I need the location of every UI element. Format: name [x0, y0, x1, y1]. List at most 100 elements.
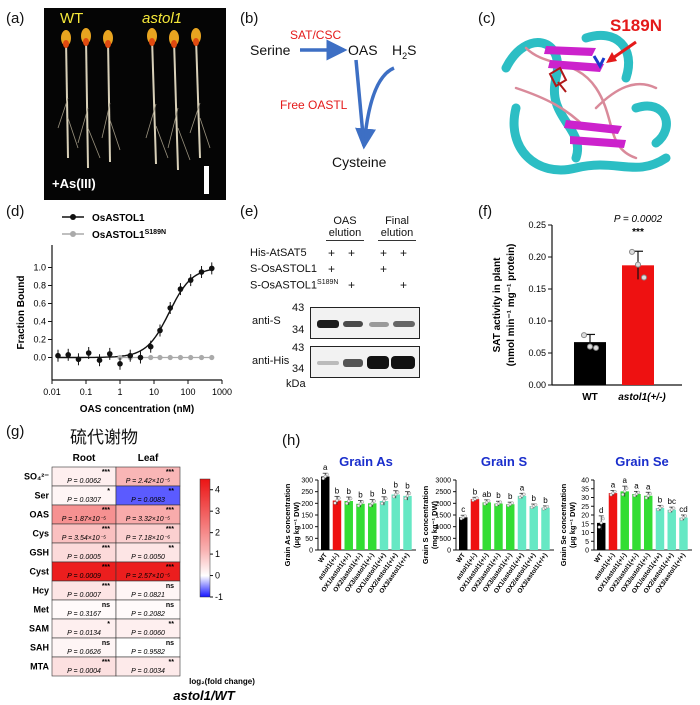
significance-letter: ab [482, 490, 491, 499]
cell-significance: *** [166, 507, 174, 514]
cell-significance: ** [169, 621, 175, 628]
cell-significance: *** [102, 659, 110, 666]
y-tick-label: 0.0 [33, 353, 46, 363]
cell-p-value: P = 0.0007 [67, 592, 102, 599]
panel-label-b: (b) [240, 10, 259, 27]
cell-p-value: P = 7.18×10⁻⁶ [126, 535, 171, 542]
cell-p-value: P = 0.0626 [67, 649, 101, 656]
y-tick-label: 10 [581, 530, 589, 537]
sample-point [384, 496, 388, 501]
scale-bar [204, 166, 209, 194]
metabolite-label: Met [34, 605, 50, 615]
colorbar-tick: 1 [215, 549, 220, 559]
sample-point [623, 489, 627, 493]
sat-bar [622, 265, 654, 385]
sample-point [587, 343, 593, 350]
cell-significance: * [107, 621, 110, 628]
cysteine-label: Cysteine [332, 154, 387, 170]
sample-point [613, 489, 617, 494]
y-tick-label: 0.8 [33, 281, 46, 291]
significance-letter: d [599, 506, 603, 515]
wt-point [55, 352, 61, 359]
grain-chart-title: Grain Se [615, 454, 668, 469]
lane-mark: + [380, 246, 388, 260]
y-tick-label: 30 [581, 495, 589, 502]
legend-entry: OsASTOL1S189N [92, 229, 166, 241]
astol1-label: astol1 [142, 10, 183, 27]
y-axis-unit: (μg kg⁻¹ DW) [292, 501, 301, 548]
sample-point [463, 514, 467, 518]
sample-point [625, 486, 629, 490]
cell-p-value: P = 0.0005 [67, 554, 101, 561]
significance-letter: a [634, 481, 639, 490]
treatment-label: +As(III) [52, 176, 96, 191]
y-tick-label: 1.0 [33, 263, 46, 273]
cell-significance: ** [169, 659, 175, 666]
grain-bar [321, 476, 330, 550]
significance-letter: b [405, 482, 410, 491]
sample-point [601, 517, 605, 521]
category-label: WT [455, 552, 467, 564]
colorbar-tick: 4 [215, 485, 220, 495]
y-tick-label: 25 [581, 504, 589, 511]
cell-significance: *** [102, 526, 110, 533]
x-tick-label: 1 [117, 387, 122, 397]
significance-letter: cd [679, 505, 687, 514]
sample-point [599, 521, 603, 525]
y-axis-unit: (μg kg⁻¹ DW) [568, 501, 577, 548]
sample-point [403, 496, 408, 500]
cell-significance: *** [102, 545, 110, 552]
grain-bar [470, 499, 480, 550]
legend-marker [70, 214, 76, 220]
legend-marker [70, 231, 76, 237]
significance-letter: b [335, 486, 340, 495]
pathway-arrows [300, 39, 395, 150]
metabolite-label: OAS [29, 510, 49, 520]
heatmap-cell [115, 656, 181, 677]
seedling-photo: WT astol1 +As(III) [44, 8, 226, 200]
mutant-point [117, 354, 123, 361]
panel-label-d: (d) [6, 203, 25, 220]
cell-p-value: P = 0.0060 [131, 630, 165, 637]
grain-bar [506, 504, 515, 550]
metabolite-label: Ser [34, 491, 49, 501]
seedling-drawing [57, 28, 211, 194]
pathway-diagram: Serine SAT/CSC OAS H2S Free OASTL Cystei… [250, 8, 477, 198]
x-axis-label: OAS concentration (nM) [80, 404, 194, 415]
y-tick-label: 0 [447, 548, 451, 555]
cell-significance: ns [102, 640, 110, 647]
wt-point [96, 357, 103, 363]
significance-letter: b [347, 487, 352, 496]
y-tick-label: 2000 [435, 501, 451, 508]
grain-se-chart: Grain Se0510152025303540dWTaastol1(+/-)a… [559, 454, 692, 595]
sample-point [333, 501, 337, 505]
protein-ribbon [501, 30, 671, 175]
y-tick-label: 20 [581, 513, 589, 520]
cell-p-value: P = 0.0009 [67, 573, 101, 580]
grain-bar [482, 502, 491, 550]
cell-significance: ns [102, 602, 110, 609]
y-axis-label: Grain S concentration [421, 485, 430, 564]
wt-point [167, 305, 174, 311]
y-axis-label: SAT activity in plant [492, 257, 503, 352]
significance-letter: b [543, 496, 548, 505]
sample-point [337, 496, 341, 500]
metabolite-label: SAM [29, 624, 49, 634]
h2s-label: H2S [392, 42, 417, 61]
sample-point [646, 494, 650, 498]
sample-point [323, 474, 327, 479]
sample-point [510, 501, 514, 505]
y-tick-label: 0.6 [33, 299, 46, 309]
western-blot-panel: OAS elution Final elution His-AtSAT5 + + + + S-… [250, 205, 475, 415]
category-label: WT [593, 552, 605, 564]
marker-34-b: 34 [292, 363, 305, 375]
y-tick-label: 35 [581, 486, 589, 493]
mutant-point [198, 354, 205, 361]
wt-point [65, 352, 72, 358]
sample-point [635, 261, 641, 268]
cell-p-value: P = 0.0821 [131, 592, 165, 599]
binding-curve-chart: 0.0 0.2 0.4 0.6 0.8 1.0 0.01 0.1 1 10 100 1000 OAS c… [16, 213, 232, 415]
cell-significance: ns [166, 640, 174, 647]
grain-bar [597, 522, 606, 550]
